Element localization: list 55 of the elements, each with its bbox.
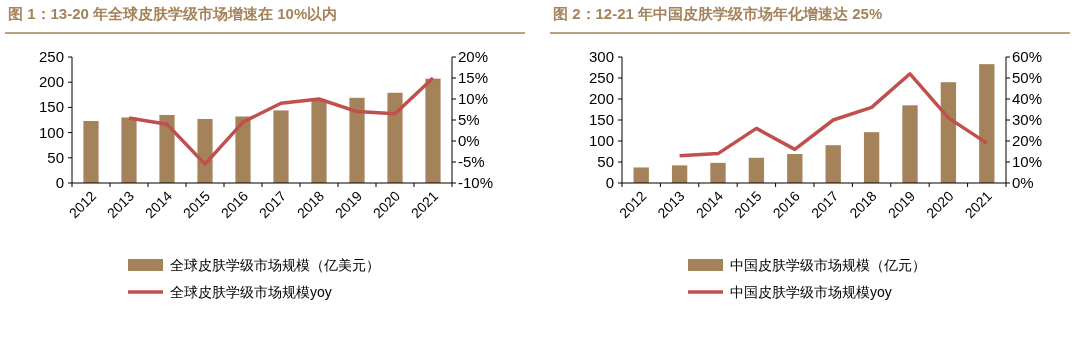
- bar: [633, 167, 649, 183]
- bar: [273, 110, 289, 183]
- y-tick-label: 150: [38, 98, 64, 116]
- y2-tick-label: 0%: [458, 132, 480, 149]
- y2-tick-label: 60%: [1012, 48, 1043, 65]
- bar: [197, 118, 213, 183]
- y-tick-label: 200: [38, 73, 64, 91]
- y2-tick-label: 0%: [1012, 174, 1034, 191]
- bar: [710, 162, 726, 183]
- legend-label: 中国皮肤学级市场规模（亿元）: [730, 257, 926, 273]
- legend-label: 全球皮肤学级市场规模yoy: [170, 284, 332, 300]
- chart-title: 图 1：13-20 年全球皮肤学级市场增速在 10%以内: [8, 5, 338, 22]
- bar: [671, 165, 688, 183]
- y2-tick-label: 40%: [1012, 90, 1043, 107]
- y2-tick-label: 15%: [458, 69, 489, 86]
- bar: [979, 64, 995, 183]
- y2-tick-label: 20%: [458, 48, 489, 65]
- chart-title: 图 2：12-21 年中国皮肤学级市场年化增速达 25%: [553, 5, 883, 22]
- line-series: [677, 72, 989, 158]
- bar: [940, 82, 957, 183]
- bar: [425, 78, 441, 183]
- bar: [863, 132, 880, 183]
- y2-tick-label: 5%: [458, 111, 480, 128]
- y-tick-label: 100: [588, 132, 614, 149]
- bar: [902, 105, 918, 183]
- bar: [159, 114, 175, 183]
- y-tick-label: 100: [38, 123, 64, 141]
- legend-label: 全球皮肤学级市场规模（亿美元）: [170, 257, 380, 273]
- y2-tick-label: -5%: [458, 153, 485, 170]
- y2-tick-label: 10%: [458, 90, 489, 107]
- y2-tick-label: 50%: [1012, 69, 1043, 86]
- bar: [121, 117, 137, 183]
- y-tick-label: 50: [47, 148, 64, 166]
- bar: [387, 92, 403, 183]
- bar: [748, 157, 765, 183]
- bar: [235, 116, 251, 183]
- y-tick-label: 200: [588, 90, 614, 107]
- y2-tick-label: 10%: [1012, 153, 1043, 170]
- bar: [787, 154, 803, 183]
- legend-label: 中国皮肤学级市场规模yoy: [730, 284, 892, 300]
- bar: [83, 121, 99, 183]
- y-tick-label: 0: [55, 174, 64, 191]
- y-tick-label: 300: [588, 48, 614, 65]
- bar: [349, 97, 365, 183]
- y-tick-label: 0: [605, 174, 614, 191]
- line-series: [127, 76, 435, 166]
- y-tick-label: 150: [588, 111, 614, 128]
- y2-tick-label: 20%: [1012, 132, 1043, 149]
- y2-tick-label: -10%: [458, 174, 494, 191]
- y-tick-label: 250: [588, 69, 614, 86]
- bar: [825, 145, 841, 183]
- y-tick-label: 250: [38, 48, 64, 65]
- y-tick-label: 50: [597, 153, 614, 170]
- bar: [311, 100, 327, 183]
- y2-tick-label: 30%: [1012, 111, 1043, 128]
